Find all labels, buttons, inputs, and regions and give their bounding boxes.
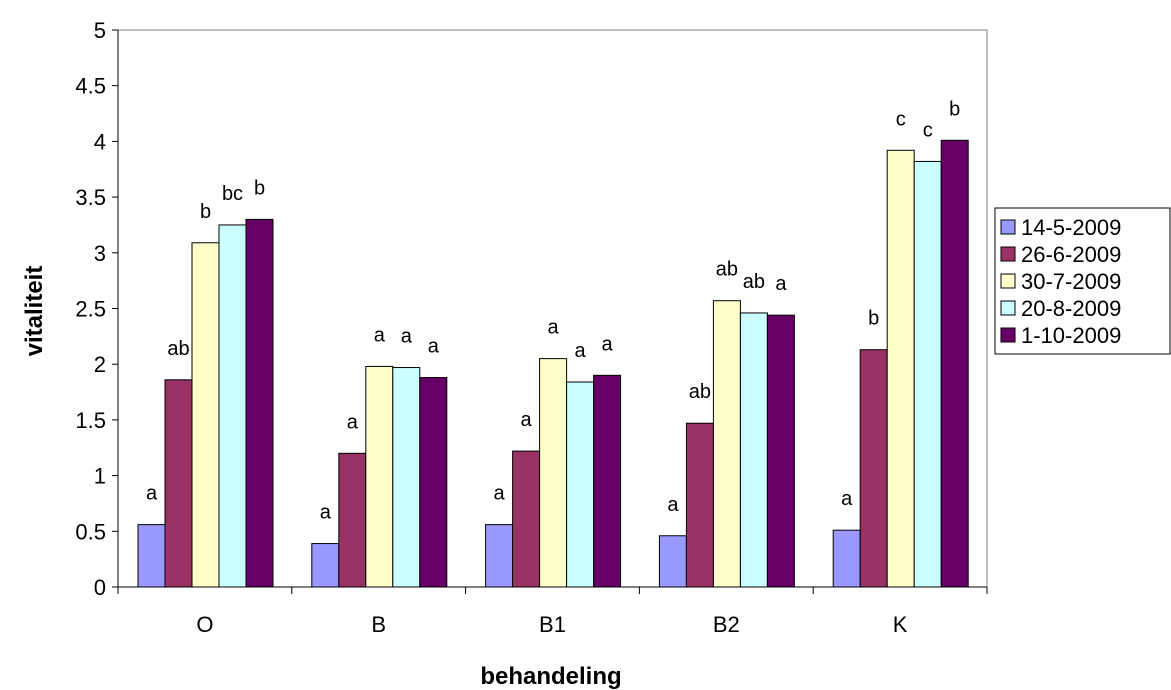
category-label: K	[893, 612, 908, 637]
y-tick-label: 3.5	[75, 185, 106, 210]
y-tick-label: 3	[94, 241, 106, 266]
legend-swatch	[1000, 273, 1016, 289]
data-label: a	[401, 326, 413, 348]
bar	[685, 422, 714, 588]
y-axis-title: vitaliteit	[21, 266, 48, 357]
bar	[137, 524, 166, 588]
legend-label: 30-7-2009	[1021, 269, 1121, 294]
bar	[566, 381, 595, 588]
y-tick-label: 1	[94, 464, 106, 489]
legend: 14-5-200926-6-200930-7-200920-8-20091-10…	[994, 207, 1171, 355]
bar	[832, 529, 861, 588]
y-tick-label: 2	[94, 352, 106, 377]
bar	[539, 358, 568, 588]
data-label: b	[868, 308, 879, 330]
bar	[512, 450, 541, 588]
bar	[766, 314, 795, 588]
bar	[593, 374, 622, 588]
data-label: a	[667, 494, 679, 516]
legend-label: 20-8-2009	[1021, 296, 1121, 321]
data-label: a	[428, 336, 440, 358]
y-tick-label: 2.5	[75, 297, 106, 322]
data-label: ab	[716, 259, 738, 281]
y-tick-label: 0.5	[75, 519, 106, 544]
bar	[859, 349, 888, 588]
data-label: a	[841, 488, 853, 510]
bar	[338, 452, 367, 588]
bar	[365, 365, 394, 588]
data-label: a	[521, 409, 533, 431]
category-label: B	[371, 612, 386, 637]
bar	[218, 224, 247, 588]
legend-box	[994, 207, 1171, 355]
data-label: a	[494, 483, 506, 505]
legend-swatch	[1000, 327, 1016, 343]
bar	[311, 543, 340, 588]
data-label: a	[602, 333, 614, 355]
data-label: a	[775, 273, 787, 295]
y-tick-label: 5	[94, 18, 106, 43]
data-label: b	[200, 201, 211, 223]
bar	[940, 139, 969, 588]
bar	[164, 379, 193, 588]
x-axis-title: behandeling	[480, 663, 621, 690]
data-label: ab	[743, 271, 765, 293]
data-label: c	[923, 119, 933, 141]
category-label: O	[196, 612, 213, 637]
data-label: a	[374, 324, 386, 346]
bar	[245, 218, 274, 588]
bar	[739, 312, 768, 588]
bar	[886, 149, 915, 588]
data-label: a	[347, 411, 359, 433]
data-label: a	[146, 483, 158, 505]
data-label: bc	[222, 183, 243, 205]
category-label: B2	[713, 612, 740, 637]
data-label: c	[896, 108, 906, 130]
bar	[485, 524, 514, 588]
data-label: ab	[689, 381, 711, 403]
bar	[191, 242, 220, 588]
bar	[913, 160, 942, 588]
data-label: b	[949, 98, 960, 120]
data-label: a	[575, 340, 587, 362]
legend-label: 26-6-2009	[1021, 242, 1121, 267]
category-label: B1	[539, 612, 566, 637]
bar	[712, 300, 741, 588]
y-tick-label: 0	[94, 575, 106, 600]
legend-swatch	[1000, 246, 1016, 262]
data-label: a	[320, 502, 332, 524]
legend-swatch	[1000, 300, 1016, 316]
bar	[658, 535, 687, 588]
legend-label: 1-10-2009	[1021, 323, 1121, 348]
legend-swatch	[1000, 219, 1016, 235]
y-tick-label: 1.5	[75, 408, 106, 433]
legend-label: 14-5-2009	[1021, 215, 1121, 240]
bar	[419, 377, 448, 588]
y-tick-label: 4.5	[75, 74, 106, 99]
y-tick-label: 4	[94, 129, 106, 154]
data-label: a	[548, 317, 560, 339]
data-label: b	[254, 177, 265, 199]
bar	[392, 367, 421, 588]
data-label: ab	[167, 338, 189, 360]
